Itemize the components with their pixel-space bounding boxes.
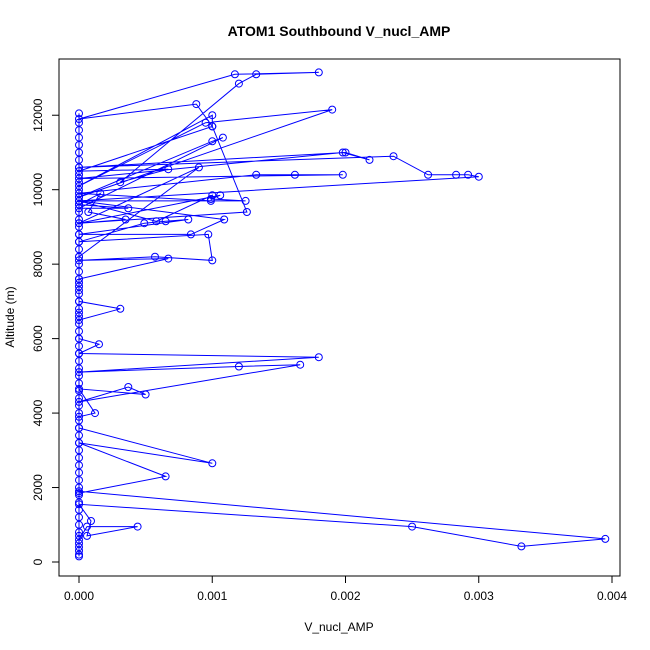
data-point [208, 137, 217, 146]
data-point [164, 165, 173, 174]
data-point [424, 170, 433, 179]
series-line [77, 71, 606, 557]
data-point [474, 172, 483, 181]
data-point [464, 170, 473, 179]
x-tick-label: 0.003 [464, 589, 494, 603]
data-point [75, 543, 83, 552]
data-point [186, 230, 195, 239]
data-point [208, 111, 217, 120]
plot-frame [58, 58, 621, 577]
data-point [124, 383, 133, 391]
y-tick-label: 8000 [31, 250, 45, 277]
data-point [87, 517, 95, 525]
data-point [133, 522, 142, 531]
data-point [252, 70, 261, 79]
data-point [161, 217, 170, 226]
data-point [116, 304, 125, 313]
data-point [296, 360, 305, 369]
data-point [338, 148, 347, 157]
data-point [124, 204, 133, 213]
data-point [140, 219, 149, 228]
x-tick-label: 0.004 [597, 589, 627, 603]
data-point [75, 118, 83, 127]
data-point [338, 170, 347, 179]
data-point [192, 100, 201, 109]
data-point [75, 531, 83, 540]
data-point [234, 362, 243, 371]
data-point [601, 534, 610, 543]
x-axis-label: V_nucl_AMP [304, 620, 373, 634]
data-point [517, 542, 526, 551]
data-point [365, 155, 374, 164]
x-tick-label: 0.002 [330, 589, 360, 603]
data-point [201, 118, 210, 127]
y-axis: 0 2000 4000 6000 8000 10000 12000 [31, 98, 60, 565]
data-point [242, 208, 251, 216]
y-tick-label: 0 [31, 558, 45, 565]
data-point [121, 215, 130, 224]
data-point [241, 196, 250, 205]
data-point [328, 105, 337, 114]
data-point [95, 340, 103, 349]
data-point [341, 148, 350, 157]
data-point [218, 133, 227, 142]
data-point [83, 531, 91, 540]
data-point [234, 79, 243, 88]
data-point [161, 472, 170, 481]
data-point [220, 215, 229, 224]
data-point [152, 217, 161, 226]
data-point [83, 522, 91, 531]
x-tick-label: 0.001 [197, 589, 227, 603]
data-point [252, 170, 261, 179]
data-point [230, 70, 239, 79]
data-point [452, 170, 461, 179]
x-tick-label: 0.000 [64, 589, 94, 603]
data-point [206, 195, 215, 203]
y-axis-label: Altitude (m) [3, 286, 17, 347]
data-point [141, 390, 150, 399]
data-point [204, 230, 213, 239]
data-point [408, 522, 417, 531]
data-point [208, 191, 217, 200]
data-point [151, 252, 159, 261]
data-point [290, 170, 299, 179]
y-tick-label: 12000 [31, 98, 45, 132]
series-layer [75, 68, 610, 561]
data-point [75, 109, 83, 118]
data-point [314, 353, 323, 362]
data-point [208, 122, 217, 131]
data-point [184, 215, 193, 224]
data-point [96, 189, 105, 198]
chart-title: ATOM1 Southbound V_nucl_AMP [228, 23, 451, 39]
data-point [116, 178, 125, 187]
y-tick-label: 4000 [31, 399, 45, 426]
x-axis: 0.000 0.001 0.002 0.003 0.004 [64, 575, 627, 603]
data-point [208, 256, 217, 265]
data-point [389, 152, 398, 161]
data-point [314, 68, 323, 77]
y-tick-label: 2000 [31, 474, 45, 501]
data-point [164, 254, 173, 263]
data-point [91, 409, 99, 418]
data-point [84, 208, 93, 216]
y-tick-label: 6000 [31, 325, 45, 352]
y-tick-label: 10000 [31, 173, 45, 207]
data-point [194, 163, 203, 172]
data-point [216, 191, 225, 200]
data-point [208, 459, 217, 468]
